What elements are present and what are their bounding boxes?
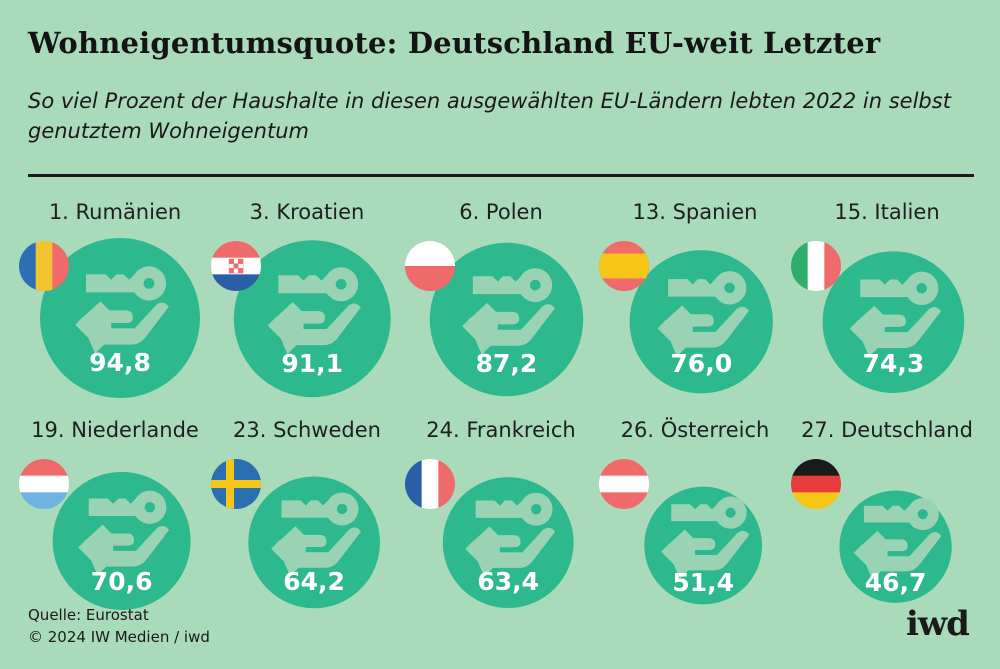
value-label: 87,2 [475,348,538,378]
country-label: 6. Polen [459,200,543,224]
value-label: 51,4 [672,567,734,597]
key-hand-icon [75,266,169,354]
source-text: Quelle: Eurostat [28,606,149,624]
country-card: 27. Deutschland 46,7 [790,418,984,628]
country-label: 3. Kroatien [249,200,365,224]
copyright-text: © 2024 IW Medien / iwd [28,628,210,646]
circle-graphic [405,241,584,397]
country-card: 24. Frankreich 63,4 [404,418,598,628]
country-card: 3. Kroatien 91,1 [210,200,404,410]
key-hand-icon [271,492,362,577]
key-hand-icon [853,498,942,580]
circle-graphic [211,459,380,609]
circle-graphic [211,240,391,398]
key-hand-icon [657,271,749,357]
key-hand-icon [78,490,170,576]
country-label: 26. Österreich [620,418,770,442]
hr-flag-icon [211,241,261,291]
es-flag-icon [599,241,649,291]
fr-flag-icon [405,459,455,509]
iwd-logo: iwd [906,604,970,644]
key-hand-icon [267,267,361,355]
pl-flag-icon [405,241,455,291]
country-label: 1. Rumänien [48,200,182,224]
circle-graphic [19,459,191,610]
value-label: 74,3 [862,349,925,379]
value-label: 94,8 [89,348,151,378]
value-label: 63,4 [477,567,540,597]
country-card: 6. Polen 87,2 [404,200,598,410]
se-flag-icon [211,459,261,509]
circle-graphic [405,459,574,608]
value-label: 91,1 [281,348,344,378]
value-label: 46,7 [864,568,927,598]
key-hand-icon [465,492,556,577]
country-card: 13. Spanien 76,0 [598,200,792,410]
circle-graphic [599,241,773,394]
value-label: 76,0 [670,348,733,378]
value-label: 70,6 [90,567,153,597]
circle-graphic [791,241,965,393]
ro-flag-icon [19,241,69,291]
country-label: 23. Schweden [233,418,381,442]
country-label: 19. Niederlande [31,418,199,442]
chart-subtitle: So viel Prozent der Haushalte in diesen … [28,89,951,143]
country-card: 23. Schweden 64,2 [210,418,404,628]
de-flag-icon [791,459,841,509]
country-card: 1. Rumänien 94,8 [18,200,212,410]
country-label: 24. Frankreich [426,418,576,442]
country-label: 15. Italien [834,200,940,224]
circle-graphic [599,459,763,605]
nl-flag-icon [19,459,69,509]
country-card: 26. Österreich 51,4 [598,418,792,628]
source-note: Quelle: Eurostat © 2024 IW Medien / iwd [28,604,210,648]
circle-graphic [791,459,952,603]
value-label: 64,2 [283,567,345,597]
country-card: 19. Niederlande 70,6 [18,418,212,628]
country-card: 15. Italien 74,3 [790,200,984,410]
it-flag-icon [791,241,841,291]
title-divider [28,174,974,177]
at-flag-icon [599,459,649,509]
country-label: 27. Deutschland [801,418,973,442]
key-hand-icon [462,268,555,355]
chart-title: Wohneigentumsquote: Deutschland EU-weit … [28,26,881,60]
key-hand-icon [661,496,750,579]
country-label: 13. Spanien [632,200,758,224]
key-hand-icon [849,271,941,357]
circle-graphic [19,238,200,398]
